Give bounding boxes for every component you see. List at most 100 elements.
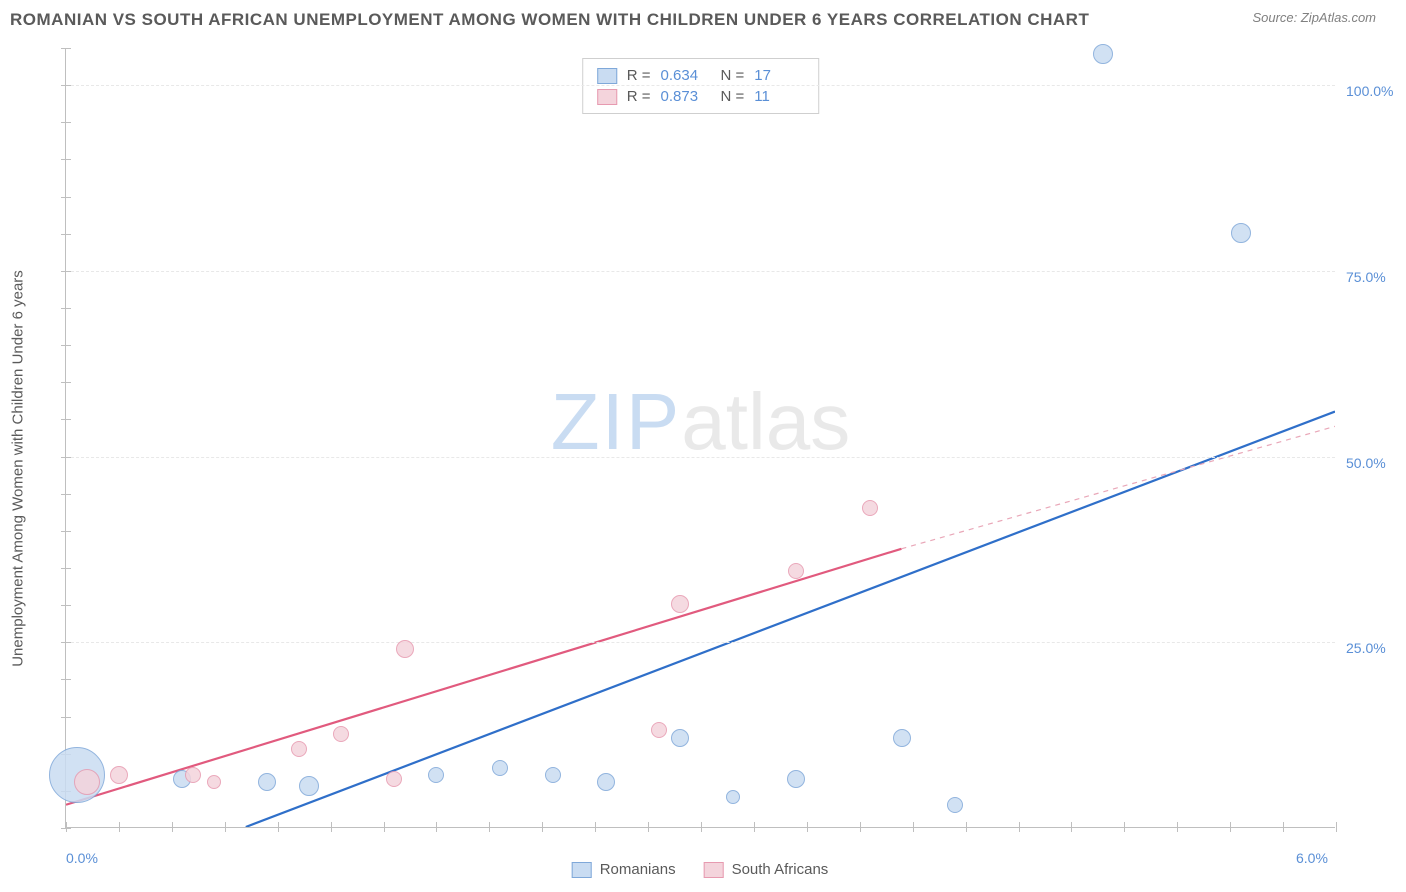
data-point	[386, 771, 402, 787]
gridline-h	[66, 642, 1335, 643]
x-tick	[1177, 822, 1178, 832]
data-point	[299, 776, 319, 796]
trend-lines	[66, 48, 1335, 827]
y-tick-label: 25.0%	[1346, 640, 1386, 656]
stat-n-label: N =	[721, 67, 745, 84]
y-tick	[61, 122, 71, 123]
y-tick	[61, 494, 71, 495]
x-tick	[1336, 822, 1337, 832]
stat-r-value: 0.634	[661, 67, 711, 84]
data-point	[333, 726, 349, 742]
stat-r-value: 0.873	[661, 88, 711, 105]
trend-line	[246, 412, 1335, 827]
x-tick	[966, 822, 967, 832]
x-tick	[278, 822, 279, 832]
data-point	[671, 729, 689, 747]
data-point	[788, 563, 804, 579]
y-tick	[61, 679, 71, 680]
y-tick-label: 100.0%	[1346, 83, 1393, 99]
chart-title: ROMANIAN VS SOUTH AFRICAN UNEMPLOYMENT A…	[10, 10, 1089, 30]
legend-label: Romanians	[600, 861, 676, 878]
watermark-atlas: atlas	[681, 377, 850, 466]
x-tick	[1071, 822, 1072, 832]
stat-n-label: N =	[721, 88, 745, 105]
data-point	[893, 729, 911, 747]
data-point	[396, 640, 414, 658]
y-tick	[61, 605, 71, 606]
y-tick	[61, 345, 71, 346]
x-tick-label: 0.0%	[66, 850, 98, 866]
gridline-h	[66, 457, 1335, 458]
data-point	[185, 767, 201, 783]
y-tick	[61, 457, 71, 458]
x-tick	[119, 822, 120, 832]
y-tick	[61, 568, 71, 569]
legend-label: South Africans	[732, 861, 829, 878]
x-tick	[331, 822, 332, 832]
x-tick	[595, 822, 596, 832]
x-tick	[436, 822, 437, 832]
gridline-h	[66, 271, 1335, 272]
x-tick	[913, 822, 914, 832]
stat-n-value: 17	[754, 67, 804, 84]
y-tick	[61, 85, 71, 86]
x-tick	[172, 822, 173, 832]
data-point	[258, 773, 276, 791]
x-tick	[66, 822, 67, 832]
x-tick	[384, 822, 385, 832]
data-point	[291, 741, 307, 757]
stats-row: R = 0.634 N = 17	[597, 65, 805, 86]
series-swatch	[597, 89, 617, 105]
data-point	[651, 722, 667, 738]
legend-item: Romanians	[572, 861, 676, 878]
data-point	[1093, 44, 1113, 64]
y-tick-label: 50.0%	[1346, 455, 1386, 471]
x-tick	[1283, 822, 1284, 832]
stats-row: R =0.873N =11	[597, 86, 805, 107]
y-tick	[61, 234, 71, 235]
y-tick	[61, 308, 71, 309]
stat-r-label: R =	[627, 67, 651, 84]
legend-swatch	[572, 862, 592, 878]
x-tick	[860, 822, 861, 832]
x-tick	[1230, 822, 1231, 832]
data-point	[1231, 223, 1251, 243]
data-point	[671, 595, 689, 613]
x-tick	[1124, 822, 1125, 832]
data-point	[492, 760, 508, 776]
y-tick	[61, 717, 71, 718]
data-point	[726, 790, 740, 804]
trend-line	[901, 426, 1335, 548]
legend-item: South Africans	[704, 861, 829, 878]
watermark: ZIPatlas	[551, 376, 850, 468]
data-point	[74, 769, 100, 795]
y-tick	[61, 382, 71, 383]
x-tick	[701, 822, 702, 832]
x-tick	[1019, 822, 1020, 832]
x-tick	[225, 822, 226, 832]
data-point	[862, 500, 878, 516]
data-point	[545, 767, 561, 783]
x-tick	[542, 822, 543, 832]
y-tick	[61, 642, 71, 643]
x-tick	[807, 822, 808, 832]
y-axis-label: Unemployment Among Women with Children U…	[10, 270, 27, 667]
y-tick	[61, 531, 71, 532]
data-point	[110, 766, 128, 784]
x-tick	[489, 822, 490, 832]
source-label: Source: ZipAtlas.com	[1252, 10, 1376, 25]
series-swatch	[597, 68, 617, 84]
stat-r-label: R =	[627, 88, 651, 105]
gridline-h	[66, 85, 1335, 86]
x-tick	[648, 822, 649, 832]
y-tick-label: 75.0%	[1346, 269, 1386, 285]
y-tick	[61, 828, 71, 829]
x-tick	[754, 822, 755, 832]
data-point	[787, 770, 805, 788]
y-tick	[61, 48, 71, 49]
data-point	[207, 775, 221, 789]
data-point	[947, 797, 963, 813]
series-legend: Romanians South Africans	[572, 861, 829, 878]
y-tick	[61, 159, 71, 160]
y-tick	[61, 197, 71, 198]
